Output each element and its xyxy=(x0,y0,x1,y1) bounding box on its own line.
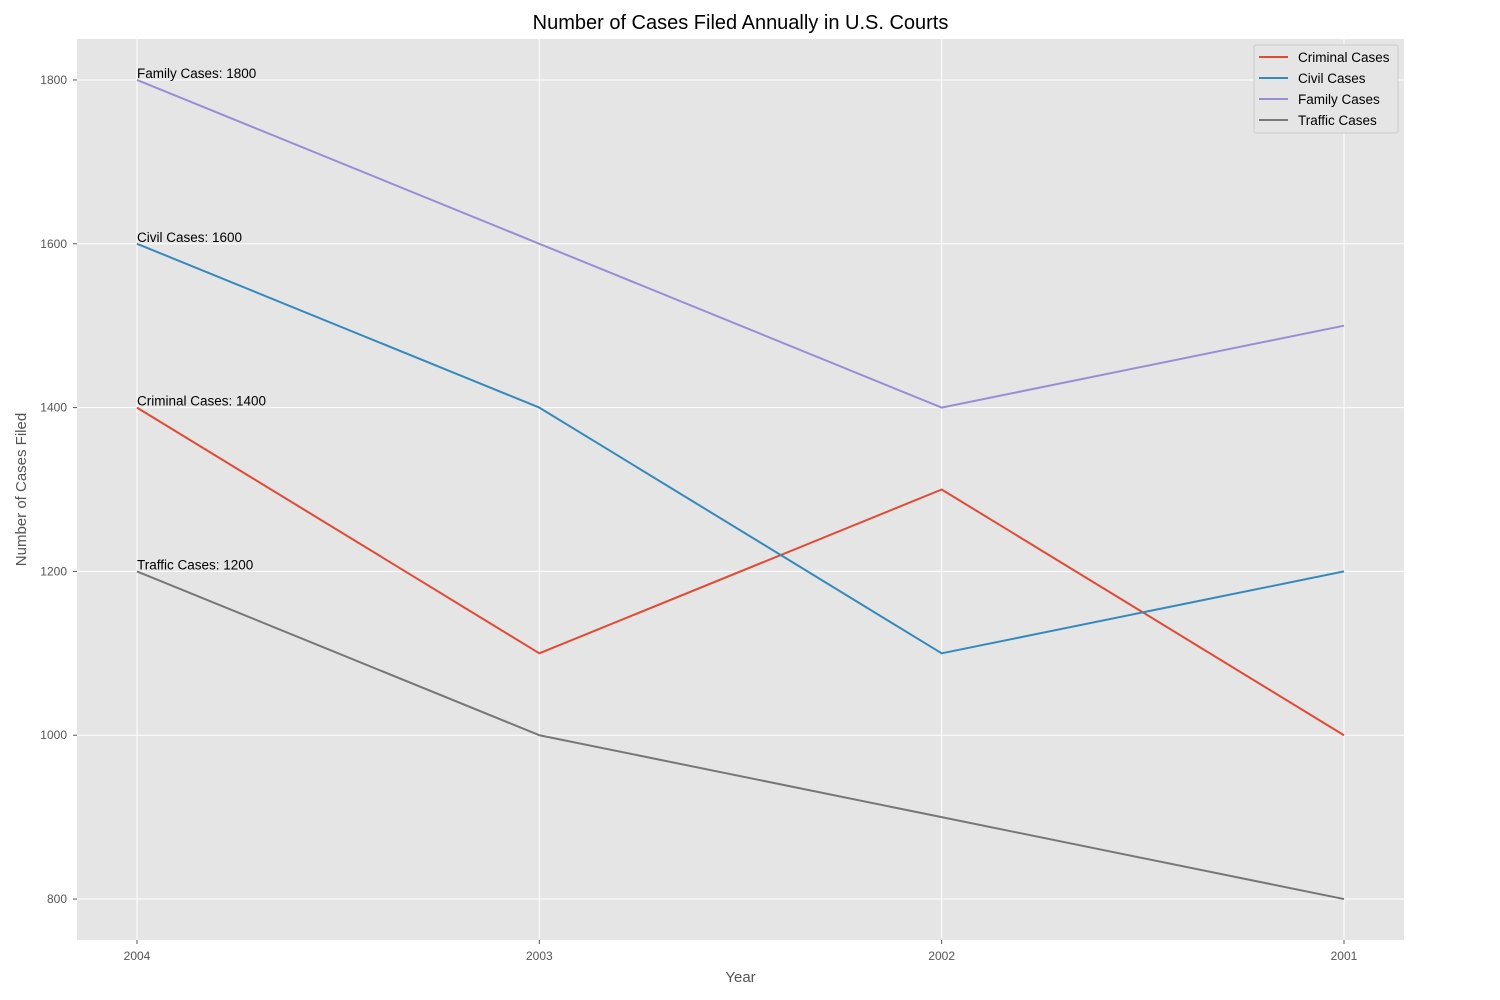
x-tick-label: 2002 xyxy=(928,949,955,963)
y-tick-label: 1400 xyxy=(40,401,67,415)
plot-area xyxy=(77,39,1404,940)
legend-box xyxy=(1253,44,1399,134)
data-annotation: Civil Cases: 1600 xyxy=(137,230,242,245)
annotations: Family Cases: 1800 Civil Cases: 1600 Crimi… xyxy=(137,66,266,572)
x-tick-label: 2004 xyxy=(124,949,151,963)
legend-label-civil-cases: Civil Cases xyxy=(1298,71,1366,86)
legend-label-traffic-cases: Traffic Cases xyxy=(1298,113,1377,128)
x-tick-label: 2003 xyxy=(526,949,553,963)
y-tick-label: 1200 xyxy=(40,564,67,578)
legend-label-family-cases: Family Cases xyxy=(1298,92,1380,107)
x-axis-label: Year xyxy=(725,969,755,986)
y-tick-label: 1000 xyxy=(40,728,67,742)
legend: Criminal Cases Civil Cases Family Cases Tra… xyxy=(1253,44,1399,134)
x-tick-label: 2001 xyxy=(1331,949,1358,963)
data-annotation: Family Cases: 1800 xyxy=(137,66,256,81)
y-tick-label: 800 xyxy=(47,892,67,906)
series-lines xyxy=(136,79,1345,901)
series-line-civil-cases xyxy=(136,242,1345,655)
x-axis-ticks: 2004 2003 2002 2001 xyxy=(124,940,1358,963)
y-axis-ticks: 800 1000 1200 1400 1600 1800 xyxy=(40,73,77,906)
y-tick-label: 1800 xyxy=(40,73,67,87)
chart-title: Number of Cases Filed Annually in U.S. C… xyxy=(533,12,949,34)
series-line-family-cases xyxy=(136,79,1345,409)
y-axis-label: Number of Cases Filed xyxy=(13,413,30,566)
legend-label-criminal-cases: Criminal Cases xyxy=(1298,50,1390,65)
series-line-traffic-cases xyxy=(136,570,1345,901)
data-annotation: Traffic Cases: 1200 xyxy=(137,557,253,572)
y-tick-label: 1600 xyxy=(40,237,67,251)
data-annotation: Criminal Cases: 1400 xyxy=(137,394,266,409)
